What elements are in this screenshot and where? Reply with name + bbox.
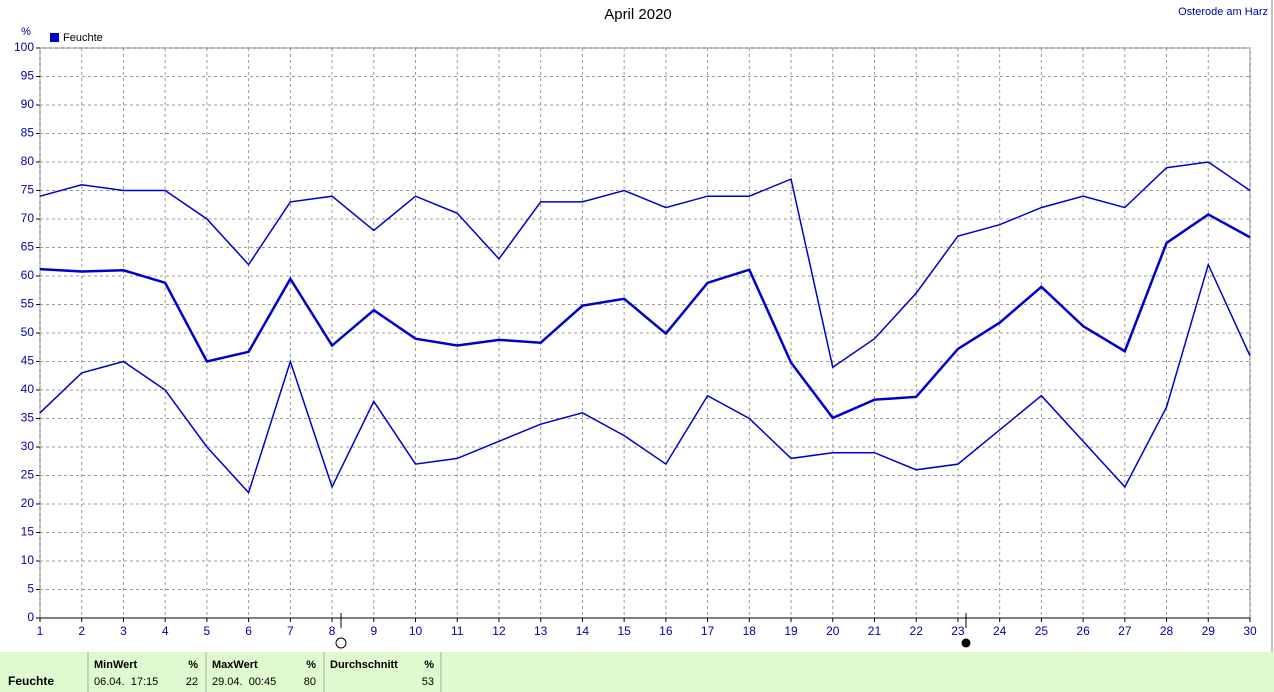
y-tick-label: 25 bbox=[21, 468, 35, 482]
chart-title: April 2020 bbox=[604, 6, 672, 23]
y-tick-label: 15 bbox=[21, 525, 35, 539]
x-tick-label: 19 bbox=[784, 624, 798, 638]
x-tick-label: 18 bbox=[743, 624, 757, 638]
y-tick-label: 55 bbox=[21, 297, 35, 311]
y-tick-label: 50 bbox=[21, 325, 35, 339]
y-tick-label: 40 bbox=[21, 382, 35, 396]
x-tick-label: 2 bbox=[78, 624, 85, 638]
y-tick-label: 10 bbox=[21, 553, 35, 567]
x-tick-label: 14 bbox=[576, 624, 590, 638]
humidity-line bbox=[39, 262, 1251, 495]
x-tick-label: 22 bbox=[910, 624, 924, 638]
table-background bbox=[0, 652, 1274, 692]
legend-label: Feuchte bbox=[63, 32, 103, 44]
y-tick-label: 85 bbox=[21, 126, 35, 140]
new-moon-icon bbox=[961, 638, 971, 648]
x-tick-label: 28 bbox=[1160, 624, 1174, 638]
column-value: 80 bbox=[304, 676, 316, 688]
y-tick-label: 35 bbox=[21, 411, 35, 425]
legend-swatch bbox=[50, 33, 59, 42]
y-tick-label: 20 bbox=[21, 496, 35, 510]
y-tick-label: 60 bbox=[21, 268, 35, 282]
x-tick-label: 4 bbox=[162, 624, 169, 638]
column-value: 53 bbox=[422, 676, 434, 688]
x-tick-label: 20 bbox=[826, 624, 840, 638]
y-tick-label: 90 bbox=[21, 97, 35, 111]
y-tick-label: 30 bbox=[21, 439, 35, 453]
x-tick-label: 9 bbox=[370, 624, 377, 638]
column-header: MaxWert bbox=[212, 659, 258, 671]
column-header: MinWert bbox=[94, 659, 138, 671]
full-moon-icon bbox=[335, 637, 347, 649]
y-tick-label: 45 bbox=[21, 354, 35, 368]
site-label: Osterode am Harz bbox=[1178, 6, 1268, 18]
x-tick-label: 24 bbox=[993, 624, 1007, 638]
column-time: 06.04. 17:15 bbox=[94, 676, 158, 688]
row-label: Feuchte bbox=[8, 674, 54, 688]
y-tick-label: 5 bbox=[27, 582, 34, 596]
x-tick-label: 7 bbox=[287, 624, 294, 638]
x-tick-label: 10 bbox=[409, 624, 423, 638]
plot: 0510152025303540455055606570758085909510… bbox=[14, 40, 1257, 638]
x-tick-label: 5 bbox=[204, 624, 211, 638]
x-tick-label: 27 bbox=[1118, 624, 1132, 638]
x-tick-label: 13 bbox=[534, 624, 548, 638]
column-time: 29.04. 00:45 bbox=[212, 676, 276, 688]
y-tick-label: 70 bbox=[21, 211, 35, 225]
column-unit: % bbox=[188, 659, 198, 671]
column-unit: % bbox=[424, 659, 434, 671]
y-tick-label: 100 bbox=[14, 40, 34, 54]
y-tick-label: 80 bbox=[21, 154, 35, 168]
y-tick-label: 65 bbox=[21, 240, 35, 254]
x-tick-label: 25 bbox=[1035, 624, 1049, 638]
x-tick-label: 16 bbox=[659, 624, 673, 638]
humidity-line bbox=[39, 212, 1251, 420]
x-tick-label: 21 bbox=[868, 624, 882, 638]
x-tick-label: 3 bbox=[120, 624, 127, 638]
y-tick-label: 95 bbox=[21, 69, 35, 83]
y-tick-label: 75 bbox=[21, 183, 35, 197]
x-tick-label: 6 bbox=[245, 624, 252, 638]
column-unit: % bbox=[306, 659, 316, 671]
x-tick-label: 1 bbox=[37, 624, 44, 638]
humidity-line bbox=[39, 161, 1251, 369]
y-tick-label: 0 bbox=[27, 610, 34, 624]
column-header: Durchschnitt bbox=[330, 659, 398, 671]
column-value: 22 bbox=[186, 676, 198, 688]
y-unit: % bbox=[21, 26, 31, 38]
x-tick-label: 30 bbox=[1243, 624, 1257, 638]
x-tick-label: 12 bbox=[492, 624, 506, 638]
x-tick-label: 17 bbox=[701, 624, 715, 638]
x-tick-label: 8 bbox=[329, 624, 336, 638]
x-tick-label: 15 bbox=[617, 624, 631, 638]
x-tick-label: 29 bbox=[1202, 624, 1216, 638]
x-tick-label: 11 bbox=[451, 624, 464, 638]
summary-table: Feuchte MinWert % 06.04. 17:15 22 MaxWert % 29.… bbox=[8, 652, 442, 692]
x-tick-label: 23 bbox=[951, 624, 965, 638]
x-tick-label: 26 bbox=[1076, 624, 1090, 638]
